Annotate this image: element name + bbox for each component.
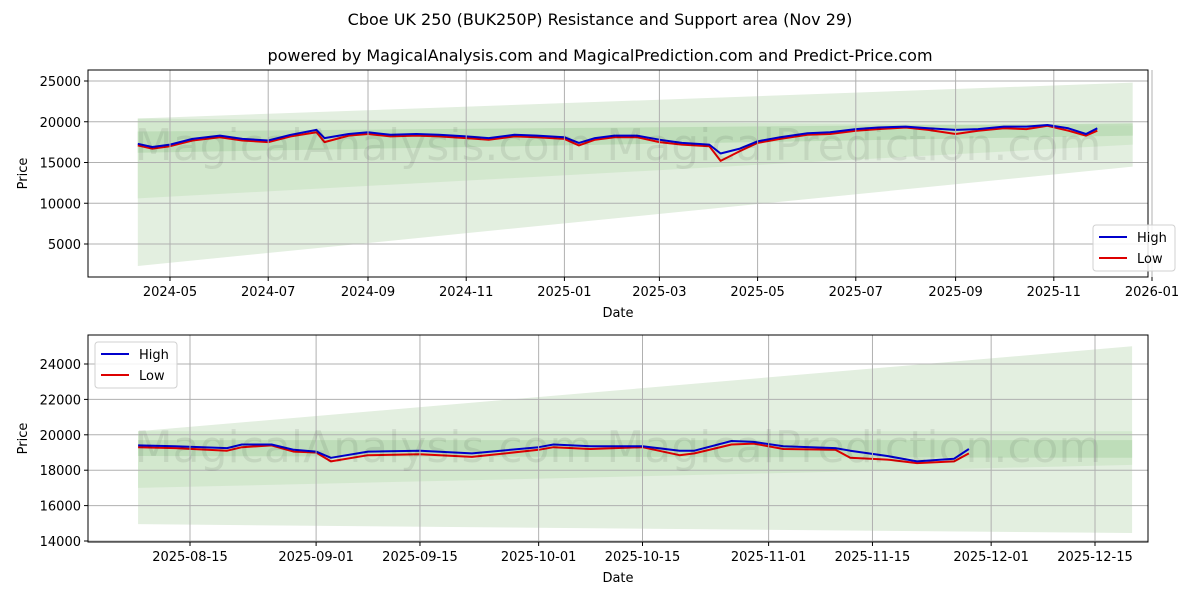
x-tick-label: 2025-09-01: [278, 550, 354, 565]
series-low: [138, 442, 970, 465]
x-tick-label: 2025-12-15: [1057, 550, 1133, 565]
series-low: [137, 124, 1098, 162]
x-tick-label: 2025-11-01: [731, 550, 807, 565]
legend-label-low: Low: [139, 369, 165, 384]
y-axis-label: Price: [16, 158, 31, 190]
x-axis-label: Date: [602, 306, 633, 321]
x-tick-label: 2025-11: [1027, 285, 1081, 300]
plot-area: [137, 82, 1133, 267]
x-tick-label: 2025-03: [632, 285, 686, 300]
x-tick-label: 2024-11: [439, 285, 493, 300]
x-tick-label: 2025-12-01: [953, 550, 1029, 565]
legend-label-high: High: [1137, 231, 1167, 246]
watermark: MagicalAnalysis.com MagicalPrediction.co…: [135, 422, 1102, 473]
y-tick-label: 24000: [40, 358, 81, 373]
y-tick-label: 5000: [48, 238, 81, 253]
x-tick-label: 2026-01: [1125, 285, 1179, 300]
y-tick-label: 20000: [40, 429, 81, 444]
x-tick-label: 2025-01: [537, 285, 591, 300]
x-tick-label: 2024-07: [241, 285, 295, 300]
legend-label-low: Low: [1137, 252, 1163, 267]
series-high: [138, 440, 970, 463]
y-tick-label: 10000: [40, 197, 81, 212]
chart-subtitle: powered by MagicalAnalysis.com and Magic…: [267, 46, 933, 65]
y-tick-label: 15000: [40, 157, 81, 172]
x-tick-label: 2025-09-15: [382, 550, 458, 565]
legend-label-high: High: [139, 348, 169, 363]
watermark: MagicalAnalysis.com MagicalPrediction.co…: [135, 120, 1102, 171]
x-tick-label: 2024-09: [341, 285, 395, 300]
x-tick-label: 2025-09: [928, 285, 982, 300]
plot-area: [138, 346, 1133, 534]
x-tick-label: 2025-08-15: [152, 550, 228, 565]
x-tick-label: 2025-10-01: [501, 550, 577, 565]
x-tick-label: 2025-07: [829, 285, 883, 300]
y-tick-label: 18000: [40, 464, 81, 479]
chart-panel-1: MagicalAnalysis.com MagicalPrediction.co…: [16, 69, 1179, 321]
legend: High Low: [1092, 224, 1176, 272]
chart-panel-2: MagicalAnalysis.com MagicalPrediction.co…: [16, 334, 1149, 586]
y-tick-label: 25000: [40, 75, 81, 90]
y-tick-label: 20000: [40, 116, 81, 131]
x-tick-label: 2024-05: [143, 285, 197, 300]
chart-title: Cboe UK 250 (BUK250P) Resistance and Sup…: [347, 10, 853, 29]
x-tick-label: 2025-10-15: [605, 550, 681, 565]
y-tick-label: 14000: [40, 535, 81, 550]
series-high: [137, 124, 1098, 155]
y-axis-label: Price: [16, 423, 31, 455]
y-tick-label: 16000: [40, 500, 81, 515]
axes-frame: [87, 334, 1149, 543]
band-inner: [138, 440, 1133, 458]
y-tick-label: 22000: [40, 393, 81, 408]
x-axis-label: Date: [602, 571, 633, 586]
x-tick-label: 2025-11-15: [835, 550, 911, 565]
axes-frame: [87, 69, 1149, 278]
legend: High Low: [94, 341, 178, 389]
x-tick-label: 2025-05: [730, 285, 784, 300]
